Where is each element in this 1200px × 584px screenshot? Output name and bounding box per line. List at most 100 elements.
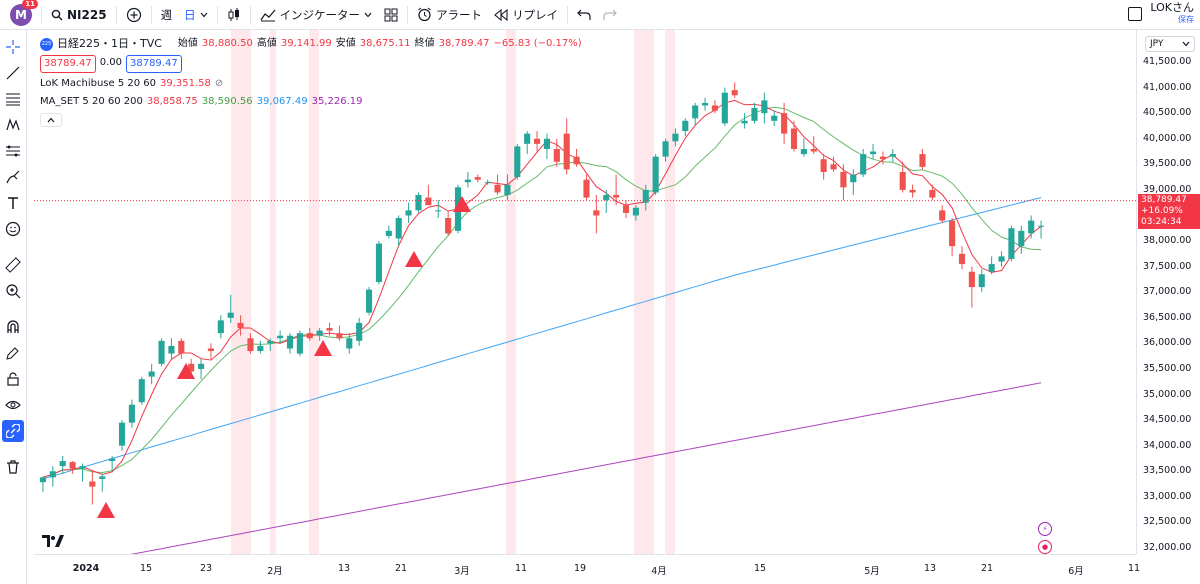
alert-button[interactable]: アラート	[411, 0, 488, 30]
candle-body	[613, 195, 620, 198]
text-tool[interactable]	[2, 192, 24, 214]
tradingview-logo[interactable]	[42, 535, 64, 551]
delete-tool[interactable]	[2, 456, 24, 478]
indicators-icon	[260, 9, 276, 21]
candle-body	[504, 184, 511, 196]
candle-body	[286, 335, 294, 349]
forecast-tool[interactable]	[2, 140, 24, 162]
candle-body	[484, 182, 491, 184]
candle-body	[138, 379, 145, 403]
zoom-tool[interactable]	[2, 280, 24, 302]
candle	[257, 340, 264, 354]
timeframe-day[interactable]: 日	[178, 0, 214, 30]
highlight-band	[309, 30, 319, 554]
price-axis[interactable]: JPY 41,500.00 41,000.00 40,500.00 40,000.00…	[1136, 30, 1200, 554]
undo-button[interactable]	[571, 0, 597, 30]
candle	[929, 184, 936, 201]
divider	[150, 5, 152, 24]
indicators-button[interactable]: インジケーター	[254, 0, 379, 30]
user-box: LOKさん 保存	[1128, 2, 1194, 25]
user-info[interactable]: LOKさん 保存	[1150, 2, 1194, 25]
chart-pane[interactable]	[34, 30, 1136, 554]
tv-logo-icon	[42, 535, 64, 547]
candle	[830, 156, 837, 172]
candle-body	[958, 253, 966, 265]
time-tick: 19	[573, 563, 587, 574]
candle	[721, 87, 728, 126]
ruler-tool[interactable]	[2, 254, 24, 276]
candle	[326, 322, 333, 336]
lightning-icon[interactable]: ⚡	[1038, 522, 1052, 536]
buy-button[interactable]: 38789.47	[125, 55, 182, 73]
candle	[652, 154, 659, 196]
low-value: 38,675.11	[359, 38, 411, 49]
indicator-legend-1[interactable]: LoK Machibuse 5 20 60 39,351.58 ⊘	[40, 77, 582, 91]
candle-body	[1028, 220, 1035, 234]
templates-button[interactable]	[378, 0, 404, 30]
legend: 225 日経225・1日・TVC 始値 38,880.50 高値 39,141.99…	[40, 37, 582, 127]
redo-button[interactable]	[597, 0, 623, 30]
magnet-icon	[7, 320, 19, 333]
close-value: 38,789.47	[438, 38, 490, 49]
candle-body	[988, 264, 995, 272]
emoji-tool[interactable]	[2, 218, 24, 240]
candle-body	[316, 330, 323, 336]
candle	[405, 202, 412, 224]
candle	[217, 315, 224, 339]
lock-icon	[7, 372, 19, 386]
replay-button[interactable]: リプレイ	[488, 0, 564, 30]
candle-body	[356, 322, 363, 341]
sell-button[interactable]: 38789.47	[40, 55, 96, 73]
chart-type-button[interactable]	[221, 0, 247, 30]
candle	[840, 164, 847, 201]
symbol-title[interactable]: 日経225・1日・TVC	[57, 37, 162, 50]
candle	[583, 174, 590, 201]
price-chart[interactable]	[34, 30, 1136, 554]
indicator-legend-2[interactable]: MA_SET 5 20 60 200 38,858.75 38,590.56 3…	[40, 95, 582, 109]
trendline-tool[interactable]	[2, 62, 24, 84]
candle	[484, 179, 491, 185]
candle-body	[533, 138, 541, 144]
time-axis[interactable]: 2024 15 23 2月 13 21 3月 11 19 4月 15 5月 13 21 6月 11	[34, 554, 1140, 584]
symbol-search-button[interactable]: NI225	[45, 0, 113, 30]
candle	[968, 266, 975, 308]
sync-drawings-tool[interactable]	[2, 420, 24, 442]
candle	[524, 131, 531, 155]
candle-body	[721, 92, 728, 124]
save-link[interactable]: 保存	[1178, 15, 1194, 24]
crosshair-tool[interactable]	[2, 36, 24, 58]
record-icon[interactable]: ●	[1038, 540, 1052, 554]
candle	[949, 218, 956, 257]
fib-tool[interactable]	[2, 88, 24, 110]
candle	[356, 317, 363, 346]
eye-icon	[5, 400, 21, 410]
user-avatar[interactable]: M 11	[10, 0, 38, 26]
timeframe-week[interactable]: 週	[155, 0, 179, 30]
collapse-legend-button[interactable]	[40, 113, 62, 127]
layout-checkbox[interactable]	[1128, 6, 1143, 21]
candle-body	[642, 189, 649, 203]
magnet-tool[interactable]	[2, 316, 24, 338]
highlight-bands	[231, 30, 675, 554]
pattern-tool[interactable]	[2, 114, 24, 136]
candle-body	[553, 148, 560, 162]
stay-drawing-tool[interactable]	[2, 342, 24, 364]
lock-tool[interactable]	[2, 368, 24, 390]
candle-body	[593, 210, 600, 216]
candle	[741, 113, 748, 129]
compare-button[interactable]	[120, 0, 148, 30]
candle-body	[543, 138, 551, 149]
candle-body	[326, 328, 333, 331]
currency-select[interactable]: JPY	[1145, 36, 1195, 52]
brush-tool[interactable]	[2, 166, 24, 188]
account-menu[interactable]: M 11	[0, 0, 38, 30]
candle	[642, 184, 649, 211]
candle	[267, 338, 274, 352]
candle	[109, 455, 116, 472]
pencil-lock-icon	[6, 347, 19, 360]
candle	[346, 333, 353, 354]
candle	[781, 102, 788, 144]
candle-body	[662, 141, 669, 157]
visibility-tool[interactable]	[2, 394, 24, 416]
time-tick: 15	[139, 563, 153, 574]
